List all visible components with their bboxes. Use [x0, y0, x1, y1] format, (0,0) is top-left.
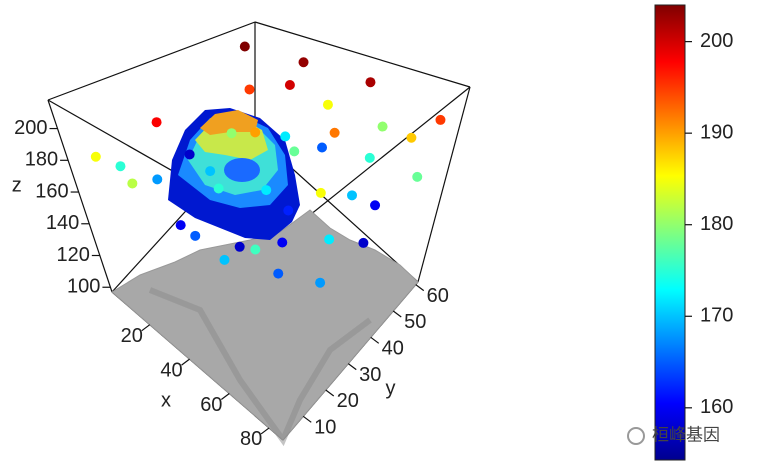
point	[151, 117, 162, 128]
point	[370, 200, 381, 211]
point	[283, 205, 294, 216]
point	[205, 166, 216, 177]
y-tick-label: 50	[404, 311, 426, 333]
point	[298, 57, 309, 68]
point	[406, 132, 417, 143]
x-tick-label: 20	[121, 325, 143, 347]
point	[347, 190, 358, 201]
x-tick-label: 60	[200, 394, 222, 416]
point	[317, 142, 328, 153]
x-tick	[141, 324, 151, 332]
y-tick-label: 30	[359, 364, 381, 386]
point	[284, 79, 295, 90]
z-tick-label: 140	[46, 212, 79, 234]
point	[315, 277, 326, 288]
point	[377, 121, 388, 132]
point	[412, 171, 423, 182]
z-tick-label: 100	[67, 276, 100, 298]
x-axis-label: x	[161, 390, 171, 412]
axes: 20406080102030405060100120140160180200xy…	[12, 117, 449, 450]
colorbar-ticks: 160 170 180 190 200	[685, 30, 733, 418]
point	[184, 149, 195, 160]
y-tick	[392, 310, 402, 318]
z-tick-label: 120	[56, 244, 89, 266]
y-tick	[415, 284, 425, 292]
point	[90, 151, 101, 162]
colorbar-tick-label: 190	[700, 121, 733, 143]
x-tick	[260, 427, 270, 435]
point	[234, 241, 245, 252]
box-edge	[284, 86, 471, 236]
point	[315, 187, 326, 198]
point	[244, 84, 255, 95]
point	[261, 185, 272, 196]
y-axis-label: y	[386, 377, 396, 399]
point	[250, 127, 261, 138]
point	[190, 230, 201, 241]
point	[239, 41, 250, 52]
y-tick	[325, 389, 335, 397]
x-tick	[220, 393, 230, 401]
point	[152, 174, 163, 185]
z-tick-label: 180	[25, 149, 58, 171]
y-tick-label: 10	[314, 417, 336, 439]
point	[115, 161, 126, 172]
box-edge	[47, 99, 113, 293]
x-tick-label: 40	[160, 359, 182, 381]
watermark: 桓峰基因	[652, 425, 720, 444]
point	[250, 244, 261, 255]
z-axis-label: z	[12, 175, 22, 197]
point	[277, 237, 288, 248]
box-edge	[254, 21, 471, 88]
x-tick-label: 80	[240, 428, 262, 450]
point	[219, 254, 230, 265]
y-tick-label: 40	[382, 338, 404, 360]
y-tick	[370, 336, 380, 344]
point	[358, 237, 369, 248]
point	[280, 131, 291, 142]
z-tick-label: 160	[35, 180, 68, 202]
point	[127, 178, 138, 189]
y-tick	[347, 363, 357, 371]
z-tick-label: 200	[14, 117, 47, 139]
point	[329, 127, 340, 138]
watermark-icon	[627, 427, 645, 445]
point	[364, 152, 375, 163]
point	[365, 77, 376, 88]
colorbar-tick-label: 170	[700, 305, 733, 327]
x-tick	[181, 358, 190, 366]
colorbar-tick-label: 200	[700, 30, 733, 52]
point	[324, 234, 335, 245]
points	[90, 41, 446, 288]
colorbar-tick-label: 180	[700, 213, 733, 235]
box-edge	[417, 86, 471, 283]
point	[435, 114, 446, 125]
y-tick	[302, 415, 312, 423]
point	[289, 146, 300, 157]
point	[322, 99, 333, 110]
colorbar-tick-label: 160	[700, 396, 733, 418]
point	[226, 128, 237, 139]
box-edge	[47, 21, 256, 101]
point	[273, 268, 284, 279]
surface	[111, 108, 419, 447]
point	[175, 220, 186, 231]
y-tick-label: 20	[337, 390, 359, 412]
point	[213, 183, 224, 194]
colorbar	[654, 4, 686, 461]
y-tick-label: 60	[427, 285, 449, 307]
